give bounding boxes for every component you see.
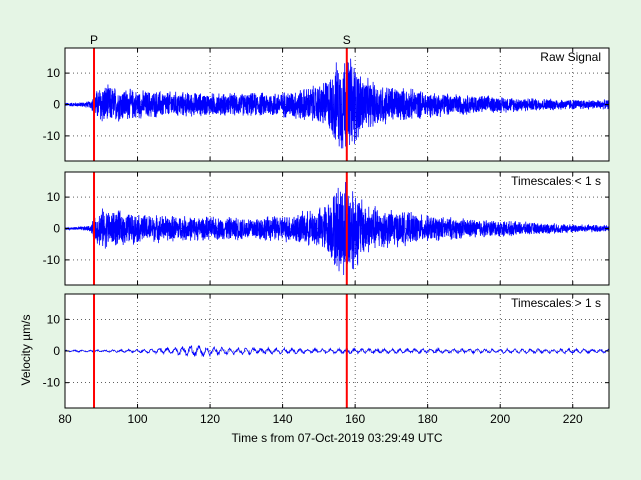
y-tick-label: -10 bbox=[43, 253, 61, 267]
x-tick-label: 80 bbox=[58, 412, 72, 426]
panel-title: Raw Signal bbox=[540, 50, 601, 64]
signal-trace bbox=[65, 345, 609, 358]
y-tick-label: 0 bbox=[53, 98, 60, 112]
panel-title: Timescales > 1 s bbox=[511, 296, 601, 310]
x-tick-label: 140 bbox=[273, 412, 293, 426]
y-tick-label: 0 bbox=[53, 222, 60, 236]
x-tick-label: 220 bbox=[563, 412, 583, 426]
signal-trace bbox=[65, 58, 609, 156]
x-tick-label: 160 bbox=[345, 412, 365, 426]
phase-label-p: P bbox=[90, 33, 98, 47]
phase-label-s: S bbox=[343, 33, 351, 47]
panel-title: Timescales < 1 s bbox=[511, 174, 601, 188]
y-tick-label: 10 bbox=[47, 66, 61, 80]
y-tick-label: 10 bbox=[47, 312, 61, 326]
y-tick-label: 10 bbox=[47, 190, 61, 204]
panel-1: -10 0 10 Raw Signal P S bbox=[43, 33, 610, 162]
y-tick-label: -10 bbox=[43, 129, 61, 143]
panels: -10 0 10 Raw Signal P S -10 0 10 Timescales < 1 s… bbox=[43, 33, 610, 426]
panel-3: -10 0 10 80 100 120 140 160 180 200 220 Timescales … bbox=[43, 293, 610, 426]
panel-2: -10 0 10 Timescales < 1 s bbox=[43, 171, 610, 286]
x-tick-label: 100 bbox=[128, 412, 148, 426]
y-axis-label: Velocity µm/s bbox=[19, 315, 33, 386]
x-axis-label: Time s from 07-Oct-2019 03:29:49 UTC bbox=[232, 431, 443, 445]
y-tick-label: -10 bbox=[43, 376, 61, 390]
x-tick-label: 200 bbox=[490, 412, 510, 426]
y-tick-label: 0 bbox=[53, 344, 60, 358]
x-tick-label: 120 bbox=[200, 412, 220, 426]
signal-trace bbox=[65, 181, 609, 275]
x-tick-label: 180 bbox=[418, 412, 438, 426]
